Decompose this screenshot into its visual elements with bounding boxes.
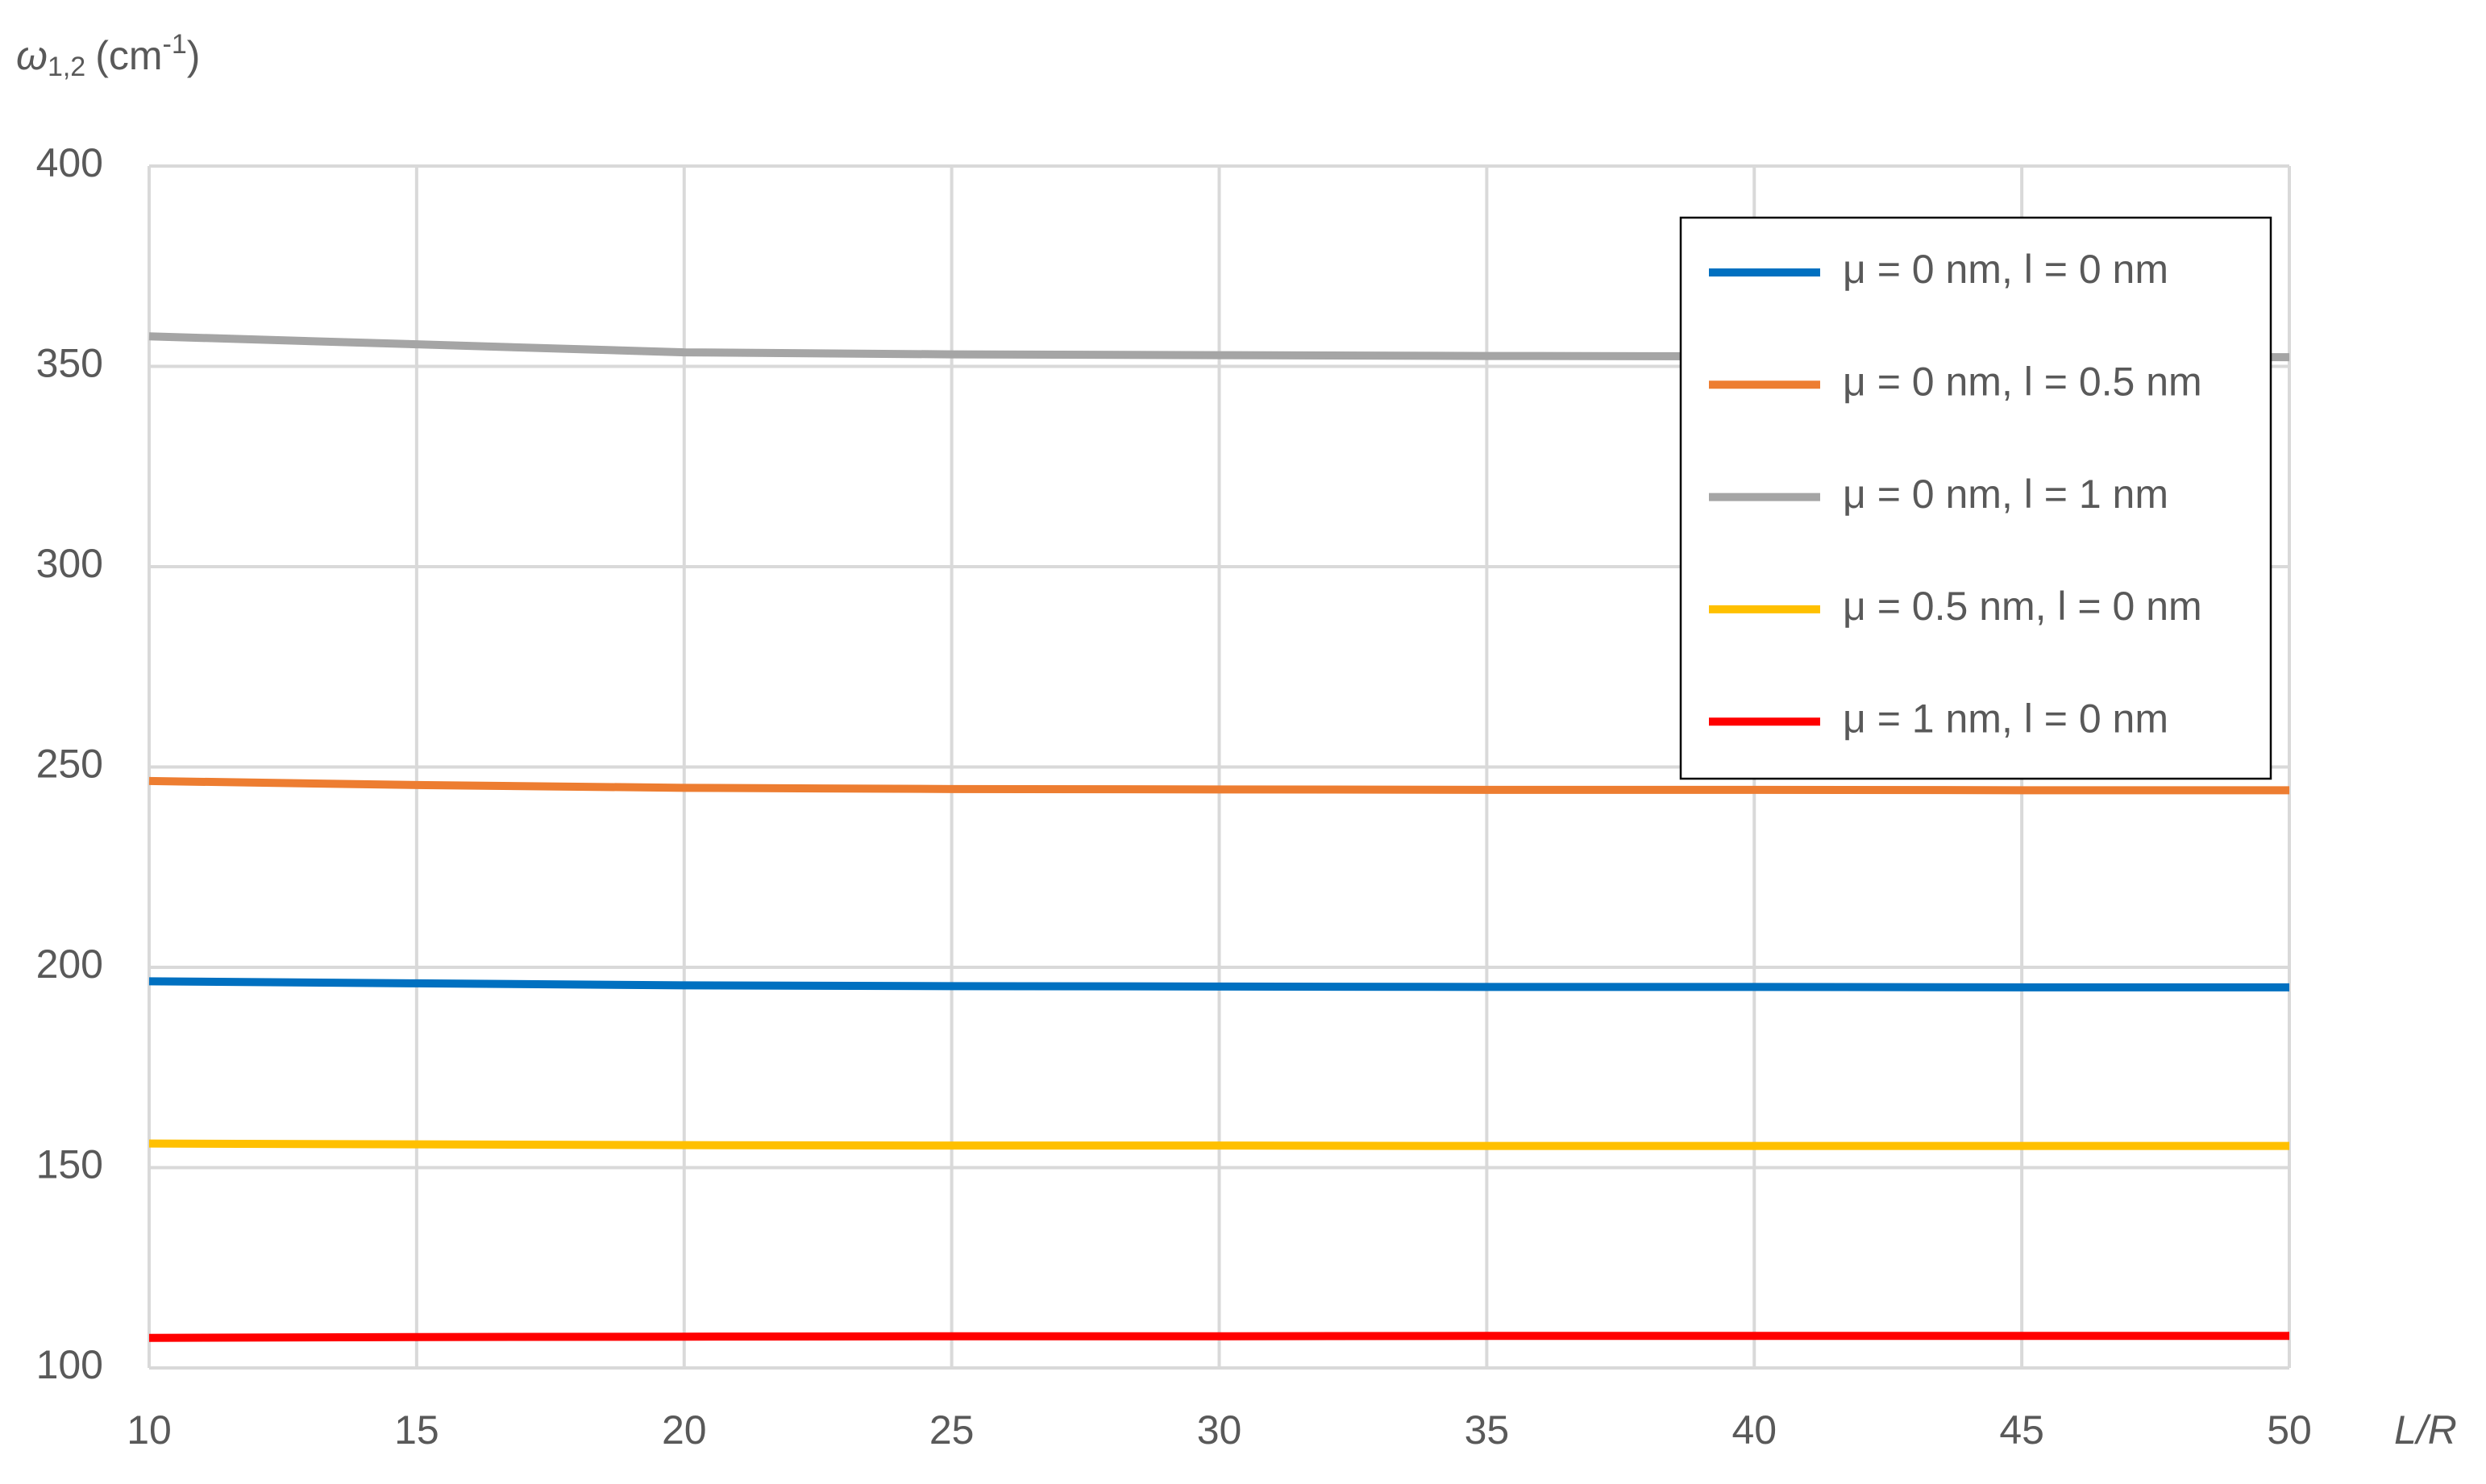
x-tick-label: 30 bbox=[1197, 1407, 1242, 1453]
y-label-close: ) bbox=[187, 33, 201, 78]
legend-label: μ = 0 nm, l = 0 nm bbox=[1843, 247, 2168, 292]
series-line bbox=[148, 776, 2289, 795]
legend-label: μ = 0 nm, l = 0.5 nm bbox=[1843, 360, 2202, 405]
x-axis-label: L/R bbox=[2394, 1407, 2457, 1453]
x-tick-label: 40 bbox=[1731, 1407, 1777, 1453]
y-axis-label: ω1,2 (cm-1) bbox=[16, 29, 200, 82]
y-tick-label: 350 bbox=[36, 341, 103, 386]
y-tick-label: 100 bbox=[36, 1342, 103, 1387]
x-tick-label: 35 bbox=[1465, 1407, 1510, 1453]
legend-label: μ = 0.5 nm, l = 0 nm bbox=[1843, 584, 2202, 629]
x-tick-label: 10 bbox=[127, 1407, 172, 1453]
y-label-unit: (cm bbox=[95, 33, 162, 78]
x-tick-label: 25 bbox=[929, 1407, 975, 1453]
series-line bbox=[148, 1332, 2289, 1342]
y-tick-label: 300 bbox=[36, 541, 103, 586]
series-line bbox=[148, 1139, 2289, 1150]
x-tick-label: 15 bbox=[394, 1407, 439, 1453]
y-label-exponent: -1 bbox=[163, 29, 187, 60]
x-tick-label: 50 bbox=[2267, 1407, 2312, 1453]
legend-label: μ = 1 nm, l = 0 nm bbox=[1843, 696, 2168, 741]
y-label-subscript: 1,2 bbox=[48, 52, 85, 82]
y-tick-label: 200 bbox=[36, 942, 103, 987]
y-tick-label: 250 bbox=[36, 742, 103, 787]
x-tick-label: 20 bbox=[662, 1407, 707, 1453]
series-line bbox=[148, 977, 2289, 991]
y-tick-label: 150 bbox=[36, 1142, 103, 1187]
y-label-symbol: ω bbox=[16, 33, 48, 78]
y-tick-label: 400 bbox=[36, 140, 103, 185]
legend-label: μ = 0 nm, l = 1 nm bbox=[1843, 472, 2168, 517]
x-tick-label: 45 bbox=[1999, 1407, 2044, 1453]
legend: μ = 0 nm, l = 0 nm μ = 0 nm, l = 0.5 nm μ … bbox=[1679, 216, 2272, 780]
